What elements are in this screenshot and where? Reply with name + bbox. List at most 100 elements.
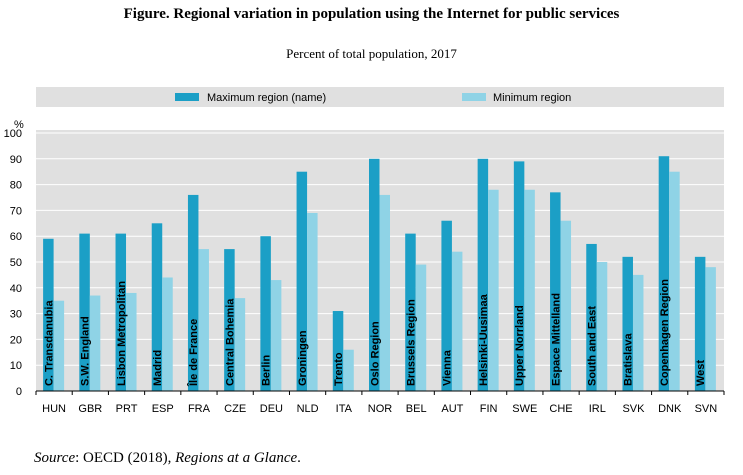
y-tick-label: 70 — [10, 205, 22, 217]
region-label: West — [695, 360, 707, 386]
bar-min-svn — [705, 267, 716, 391]
bar-max-svn — [694, 256, 706, 391]
bar-min-nor — [379, 194, 390, 391]
y-tick-label: 60 — [10, 231, 22, 243]
y-axis: 0 10 20 30 40 50 60 70 80 90 100 — [4, 128, 22, 398]
bar-chart: Maximum region (name) Minimum region C. T… — [4, 87, 725, 415]
region-label: Central Bohemia — [224, 298, 236, 386]
x-tick-label: FIN — [480, 403, 498, 415]
legend-swatch — [175, 93, 199, 101]
bar-max-nor — [369, 158, 380, 391]
figure-title: Figure. Regional variation in population… — [123, 6, 620, 22]
region-label: Oslo Region — [369, 321, 381, 386]
bar-min-irl — [596, 262, 608, 391]
region-label: Lisbon Metropolitan — [116, 281, 128, 386]
x-tick-label: HUN — [42, 403, 66, 415]
legend-box — [36, 87, 724, 107]
bar-max-gbr — [79, 233, 90, 391]
bar-max-swe — [513, 161, 525, 391]
source-end: . — [297, 450, 301, 466]
region-label: Vienna — [442, 349, 454, 386]
x-tick-label: DEU — [260, 403, 283, 415]
bar-min-dnk — [669, 171, 680, 391]
bar-max-irl — [586, 243, 597, 391]
bar-max-dnk — [658, 156, 670, 391]
bar-max-hun — [43, 238, 54, 391]
region-label: Groningen — [297, 330, 309, 386]
x-tick-label: AUT — [441, 403, 463, 415]
region-label: Île de France — [187, 319, 200, 387]
source-label: Source — [34, 450, 76, 466]
legend-swatch — [462, 93, 486, 101]
region-label: Helsinki-Uusimaa — [478, 293, 490, 386]
region-label: Espace Mittelland — [550, 293, 562, 386]
bar-min-gbr — [89, 295, 101, 391]
x-tick-label: DNK — [658, 403, 682, 415]
x-tick-label: BEL — [406, 403, 427, 415]
region-label: Copenhagen Region — [659, 279, 671, 386]
region-label: Trento — [333, 352, 345, 386]
bar-max-ita — [332, 311, 344, 391]
bar-max-esp — [151, 223, 163, 391]
x-tick-label: IRL — [589, 403, 606, 415]
y-tick-label: 80 — [10, 180, 22, 192]
bar-min-che — [560, 220, 572, 391]
region-label: Madrid — [152, 350, 164, 386]
region-label: C. Transdanubia — [43, 300, 55, 386]
y-tick-label: 30 — [10, 309, 22, 321]
x-axis: HUN GBR PRT ESP FRA CZE DEU NLD ITA NOR BEL AUT FIN S… — [35, 390, 725, 415]
bar-min-hun — [53, 300, 65, 391]
bar-min-svk — [632, 274, 644, 391]
y-tick-label: 100 — [4, 128, 22, 140]
bar-min-prt — [126, 292, 137, 391]
bar-min-bel — [415, 264, 427, 391]
region-label: South and East — [587, 306, 599, 386]
legend-label: Minimum region — [493, 92, 571, 104]
source-publication: Regions at a Glance — [175, 450, 298, 466]
bar-min-fra — [198, 249, 209, 391]
bar-max-svk — [622, 256, 633, 391]
figure-subtitle: Percent of total population, 2017 — [286, 46, 457, 61]
bar-max-deu — [260, 236, 271, 391]
legend: Maximum region (name) Minimum region — [175, 92, 571, 104]
region-label: Brussels Region — [405, 299, 417, 386]
y-tick-label: 50 — [10, 257, 22, 269]
x-tick-label: NOR — [368, 403, 393, 415]
bars: C. Transdanubia S.W. England Lisbon Metrop… — [43, 156, 716, 391]
bar-min-esp — [162, 277, 173, 391]
legend-label: Maximum region (name) — [207, 92, 326, 104]
bar-min-cze — [234, 298, 246, 391]
region-label: S.W. England — [80, 316, 92, 386]
y-tick-label: 40 — [10, 283, 22, 295]
bar-min-swe — [524, 189, 535, 391]
bar-max-fra — [187, 194, 199, 391]
x-tick-label: NLD — [297, 403, 319, 415]
bar-max-fin — [477, 158, 489, 391]
bar-max-cze — [224, 249, 235, 391]
x-tick-label: SVN — [695, 403, 718, 415]
y-tick-label: 10 — [10, 360, 22, 372]
bar-max-nld — [296, 171, 308, 391]
x-tick-label: ITA — [336, 403, 353, 415]
region-label: Upper Norrland — [514, 305, 526, 386]
source-text: : OECD (2018), — [75, 450, 176, 466]
x-tick-label: FRA — [188, 403, 211, 415]
region-label: Bratislava — [623, 333, 635, 386]
bar-min-fin — [488, 189, 499, 391]
y-tick-label: 20 — [10, 334, 22, 346]
x-tick-label: ESP — [152, 403, 174, 415]
x-tick-label: CZE — [224, 403, 246, 415]
y-axis-unit: % — [14, 119, 24, 131]
bar-min-aut — [451, 251, 463, 391]
x-tick-label: GBR — [78, 403, 102, 415]
bar-min-nld — [307, 212, 318, 391]
source-note: Source: OECD (2018), Regions at a Glance… — [34, 450, 301, 467]
bar-max-aut — [441, 220, 452, 391]
x-tick-label: SVK — [622, 403, 645, 415]
x-tick-label: PRT — [116, 403, 138, 415]
bar-min-ita — [343, 349, 354, 391]
region-label: Berlin — [261, 355, 273, 386]
x-tick-label: CHE — [549, 403, 572, 415]
x-tick-label: SWE — [512, 403, 537, 415]
y-tick-label: 90 — [10, 154, 22, 166]
